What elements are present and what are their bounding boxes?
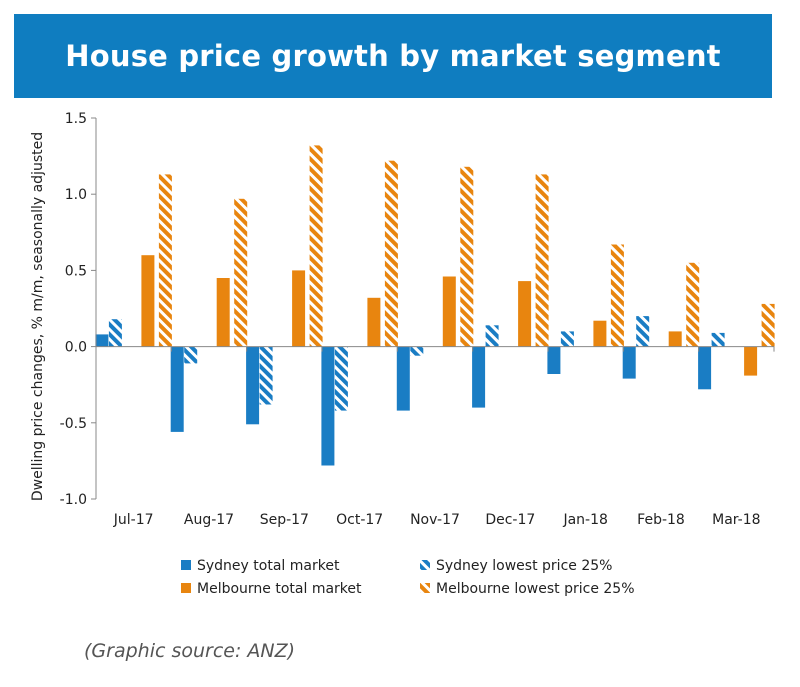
bar-melbourne-lowest-price-25--jul-17	[158, 174, 172, 347]
legend-swatch-0	[181, 560, 191, 570]
bar-sydney-total-market-dec-17	[472, 346, 486, 408]
x-tick-label: Oct-17	[336, 512, 383, 528]
bar-melbourne-total-market-feb-18	[668, 331, 682, 347]
y-tick-label: -1.0	[60, 492, 87, 508]
bar-sydney-total-market-jul-17	[95, 334, 109, 347]
bars-layer	[95, 145, 775, 466]
bar-sydney-lowest-price-25--oct-17	[334, 346, 348, 411]
title-banner: House price growth by market segment	[14, 14, 772, 98]
legend-label-2: Melbourne total market	[197, 581, 362, 597]
axes-layer: 1.5 1.0 0.5 0.0 -0.5 -1.0 Jul-17 Aug-17 Sep-17 Oc…	[30, 111, 775, 528]
bar-melbourne-total-market-jan-18	[593, 320, 607, 347]
bar-sydney-total-market-feb-18	[622, 346, 636, 379]
x-tick-label: Jan-18	[562, 512, 607, 528]
legend-swatch-3	[420, 583, 430, 593]
x-tick-label: Mar-18	[712, 512, 760, 528]
x-tick-label: Dec-17	[485, 512, 535, 528]
legend-label-0: Sydney total market	[197, 558, 340, 574]
legend-label-3: Melbourne lowest price 25%	[436, 581, 635, 597]
bar-melbourne-total-market-oct-17	[367, 297, 381, 347]
x-tick-label: Nov-17	[410, 512, 460, 528]
bar-sydney-lowest-price-25--jul-17	[108, 319, 122, 347]
bar-sydney-total-market-jan-18	[547, 346, 561, 374]
x-tick-label: Aug-17	[184, 512, 234, 528]
y-tick-label: 1.0	[65, 187, 87, 203]
bar-sydney-lowest-price-25--sep-17	[259, 346, 273, 405]
bar-melbourne-total-market-dec-17	[518, 281, 532, 347]
bar-sydney-total-market-mar-18	[698, 346, 712, 390]
y-tick-label: 0.5	[65, 263, 87, 279]
bar-sydney-lowest-price-25--feb-18	[636, 316, 650, 347]
legend: Sydney total market Sydney lowest price 2…	[181, 558, 635, 597]
bar-melbourne-total-market-sep-17	[292, 270, 306, 347]
y-axis-title: Dwelling price changes, % m/m, seasonall…	[30, 132, 46, 501]
bar-melbourne-lowest-price-25--feb-18	[686, 262, 700, 347]
bar-sydney-total-market-oct-17	[321, 346, 335, 466]
y-tick-label: -0.5	[60, 416, 87, 432]
bar-sydney-total-market-nov-17	[396, 346, 410, 411]
bar-melbourne-total-market-mar-18	[744, 346, 758, 376]
bar-sydney-lowest-price-25--dec-17	[485, 325, 499, 347]
legend-label-1: Sydney lowest price 25%	[436, 558, 612, 574]
bar-melbourne-lowest-price-25--sep-17	[309, 145, 323, 347]
bar-melbourne-lowest-price-25--mar-18	[761, 303, 775, 347]
y-tick-label: 1.5	[65, 111, 87, 127]
x-tick-label: Sep-17	[260, 512, 309, 528]
x-tick-label: Feb-18	[637, 512, 685, 528]
bar-sydney-lowest-price-25--jan-18	[560, 331, 574, 347]
bar-melbourne-total-market-aug-17	[216, 278, 230, 347]
bar-melbourne-lowest-price-25--oct-17	[384, 160, 398, 347]
bar-sydney-lowest-price-25--nov-17	[410, 346, 424, 356]
y-tick-label: 0.0	[65, 340, 87, 356]
bar-melbourne-lowest-price-25--aug-17	[234, 198, 248, 347]
bar-melbourne-lowest-price-25--dec-17	[535, 174, 549, 347]
legend-swatch-2	[181, 583, 191, 593]
bar-melbourne-lowest-price-25--nov-17	[460, 166, 474, 347]
bar-sydney-total-market-aug-17	[170, 346, 184, 432]
x-tick-label: Jul-17	[113, 512, 154, 528]
bar-melbourne-total-market-nov-17	[442, 276, 456, 347]
bar-melbourne-total-market-jul-17	[141, 255, 155, 347]
bar-sydney-lowest-price-25--aug-17	[184, 346, 198, 364]
bar-sydney-total-market-sep-17	[246, 346, 260, 425]
legend-swatch-1	[420, 560, 430, 570]
bar-sydney-lowest-price-25--mar-18	[711, 332, 725, 347]
bar-melbourne-lowest-price-25--jan-18	[610, 244, 624, 347]
source-note: (Graphic source: ANZ)	[84, 640, 296, 662]
chart-title: House price growth by market segment	[65, 39, 721, 73]
